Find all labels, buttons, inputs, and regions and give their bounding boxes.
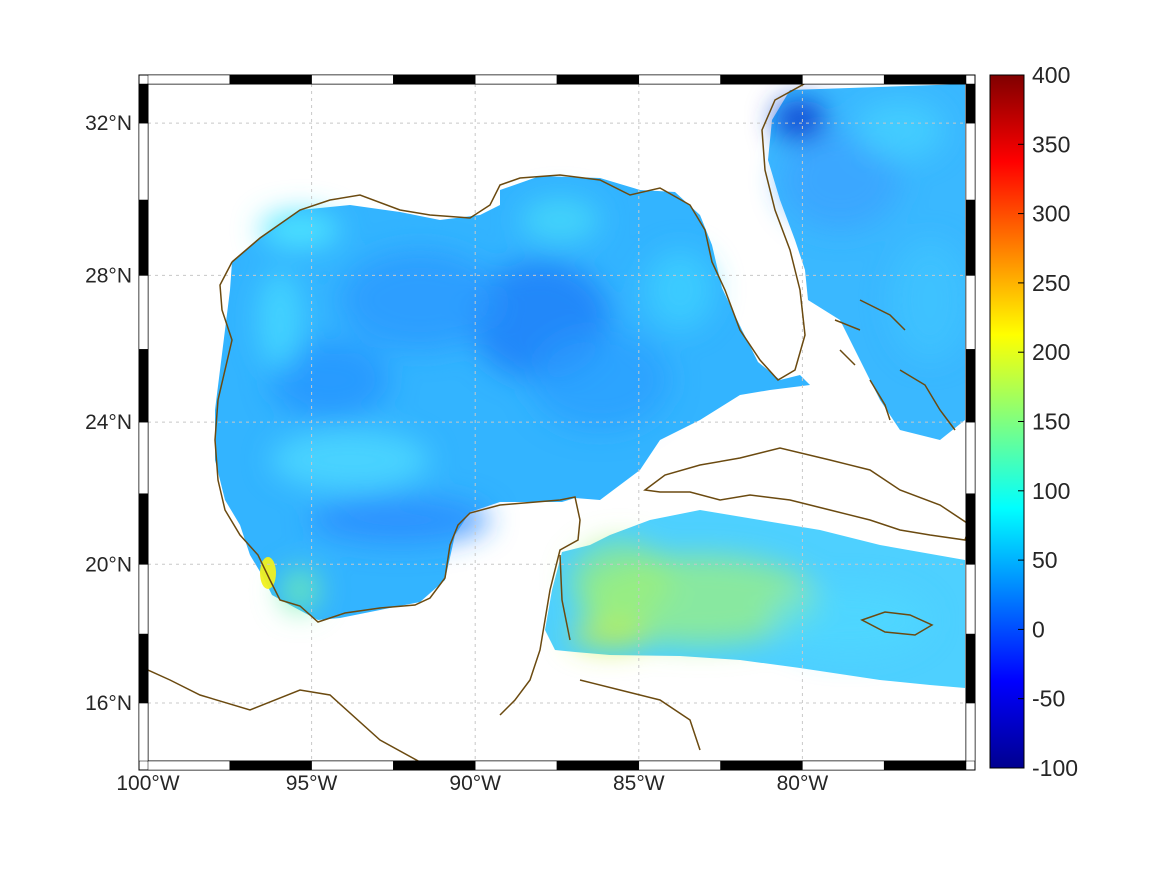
frame-stripe — [556, 74, 640, 85]
frame-stripe — [138, 349, 149, 423]
lon-tick-label: 95°W — [286, 772, 338, 795]
gulf-coastline — [148, 84, 806, 761]
frame-stripe — [147, 74, 231, 85]
frame-stripe — [229, 760, 312, 771]
frame-stripe — [965, 493, 976, 565]
frame-stripe — [138, 493, 149, 565]
colorbar-tick-label: -50 — [1032, 686, 1065, 712]
frame-stripe — [965, 83, 976, 124]
frame-stripe — [138, 83, 149, 124]
colorbar-tick-label: 250 — [1032, 270, 1070, 296]
colorbar-tick-label: 0 — [1032, 616, 1045, 642]
frame-stripe — [720, 760, 803, 771]
coastlines — [148, 84, 966, 761]
frame-stripe — [138, 122, 149, 201]
lon-tick-label: 100°W — [116, 772, 179, 795]
colorbar-tick-label: 350 — [1032, 131, 1070, 157]
map-frame — [138, 74, 976, 771]
jamaica-coastline — [860, 611, 934, 636]
colorbar-tick-label: 300 — [1032, 201, 1070, 227]
frame-stripe — [311, 74, 394, 85]
latitude-labels: 32°N 28°N 24°N 20°N 16°N — [85, 112, 132, 715]
frame-stripe — [965, 199, 976, 276]
lat-tick-label: 16°N — [85, 692, 132, 715]
lon-tick-label: 90°W — [449, 772, 501, 795]
colorbar-labels: 400 350 300 250 200 150 100 50 0 -50 -100 — [1018, 62, 1078, 781]
frame-stripe — [393, 760, 476, 771]
frame-stripe — [965, 122, 976, 201]
lat-tick-label: 20°N — [85, 553, 132, 576]
frame-stripe — [138, 633, 149, 704]
frame-stripe — [965, 564, 976, 635]
colorbar-tick-label: 150 — [1032, 409, 1070, 435]
lat-tick-label: 24°N — [85, 411, 132, 434]
frame-stripe — [965, 275, 976, 350]
colorbar-tick-label: -100 — [1032, 755, 1078, 781]
frame-stripe — [965, 633, 976, 704]
frame-stripe — [965, 702, 976, 762]
frame-stripe — [802, 760, 885, 771]
lon-tick-label: 85°W — [613, 772, 665, 795]
bahamas-coastline — [834, 299, 956, 431]
colorbar-tick-label: 400 — [1032, 62, 1070, 88]
bay-campeche-hotspot — [260, 557, 276, 589]
frame-stripe — [147, 760, 231, 771]
frame-stripe — [556, 760, 640, 771]
frame-stripe — [138, 199, 149, 276]
data-field — [215, 84, 966, 688]
frame-stripe — [720, 74, 803, 85]
frame-stripe — [138, 275, 149, 350]
frame-stripe — [138, 421, 149, 494]
frame-stripe — [965, 421, 976, 494]
colorbar-tick-label: 200 — [1032, 339, 1070, 365]
frame-stripe — [311, 760, 394, 771]
frame-stripe — [883, 760, 967, 771]
map-panel: 32°N 28°N 24°N 20°N 16°N 100°W 95°W 90°W 85°W 80… — [85, 74, 976, 795]
cuba-coastline — [643, 447, 966, 541]
frame-stripes — [138, 74, 976, 771]
frame-stripe — [393, 74, 476, 85]
frame-stripe — [138, 564, 149, 635]
frame-stripe — [138, 702, 149, 762]
frame-stripe — [474, 760, 558, 771]
colorbar-tick-label: 100 — [1032, 478, 1070, 504]
frame-stripe — [474, 74, 558, 85]
frame-stripe — [802, 74, 885, 85]
colorbar-tick-label: 50 — [1032, 547, 1058, 573]
field-variations — [258, 100, 966, 655]
lon-tick-label: 80°W — [777, 772, 829, 795]
frame-stripe — [638, 74, 721, 85]
longitude-labels: 100°W 95°W 90°W 85°W 80°W — [116, 772, 828, 795]
colorbar: 400 350 300 250 200 150 100 50 0 -50 -100 — [989, 62, 1078, 781]
lat-tick-label: 28°N — [85, 264, 132, 287]
frame-stripe — [965, 349, 976, 423]
frame-stripe — [229, 74, 312, 85]
lat-tick-label: 32°N — [85, 112, 132, 135]
frame-stripe — [638, 760, 721, 771]
yucatan-coastline — [559, 554, 701, 751]
frame-stripe — [883, 74, 967, 85]
